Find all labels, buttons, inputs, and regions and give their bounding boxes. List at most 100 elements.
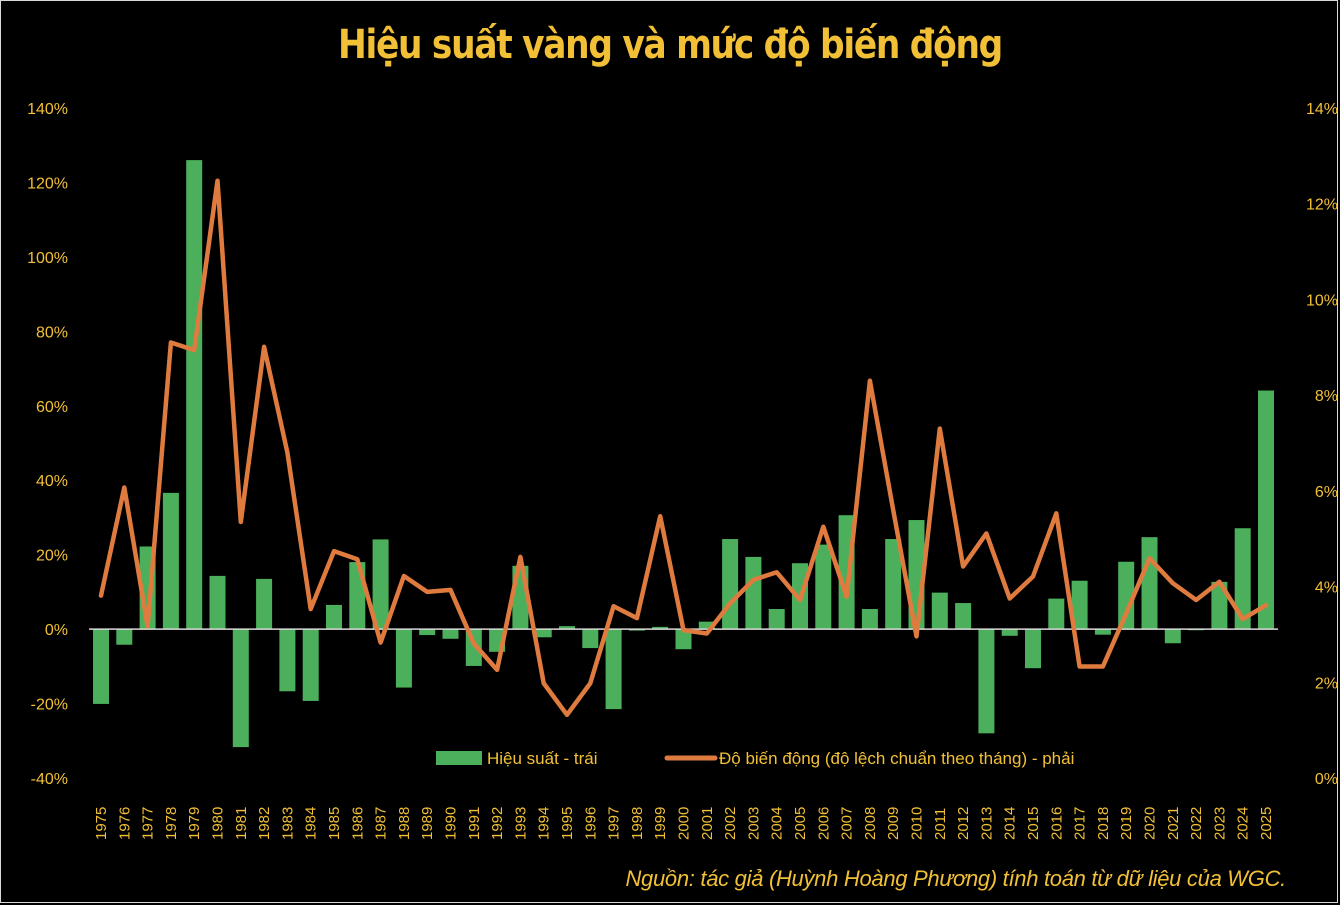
bar-1982 xyxy=(256,578,273,630)
performance-bars xyxy=(93,160,1274,748)
x-axis-label: 1992 xyxy=(489,807,506,840)
x-axis-label: 2015 xyxy=(1025,807,1042,840)
legend-bar-label: Hiệu suất - trái xyxy=(487,749,598,768)
x-axis-label: 1976 xyxy=(116,807,133,840)
x-axis-label: 2009 xyxy=(885,807,902,840)
left-axis-tick: 140% xyxy=(27,101,68,118)
right-axis-tick: 12% xyxy=(1306,197,1338,214)
bar-2017 xyxy=(1071,580,1088,630)
x-axis-label: 1984 xyxy=(303,807,320,840)
left-axis-tick: 100% xyxy=(27,250,68,267)
x-axis-label: 2016 xyxy=(1048,807,1065,840)
source-note: Nguồn: tác giả (Huỳnh Hoàng Phương) tính… xyxy=(625,866,1286,891)
x-axis-label: 1989 xyxy=(419,807,436,840)
bar-2008 xyxy=(861,609,878,630)
left-axis-tick: -40% xyxy=(31,771,68,788)
x-axis-label: 1998 xyxy=(629,807,646,840)
x-axis-label: 1985 xyxy=(326,807,343,840)
bar-2000 xyxy=(675,629,692,650)
x-axis-label: 2002 xyxy=(722,807,739,840)
left-axis-tick: 60% xyxy=(36,399,68,416)
x-axis-label: 1975 xyxy=(93,807,110,840)
legend-bar-swatch xyxy=(436,751,482,765)
x-axis-label: 1997 xyxy=(606,807,623,840)
x-axis-label: 2006 xyxy=(815,807,832,840)
x-axis-label: 1991 xyxy=(466,807,483,840)
x-axis-label: 1986 xyxy=(349,807,366,840)
x-axis-label: 2005 xyxy=(792,807,809,840)
right-axis-tick: 6% xyxy=(1315,484,1338,501)
right-axis-tick: 0% xyxy=(1315,771,1338,788)
x-axis-label: 2003 xyxy=(745,807,762,840)
x-axis-label: 2011 xyxy=(932,808,949,840)
bar-2001 xyxy=(698,621,715,630)
bar-1987 xyxy=(372,539,389,630)
x-axis-labels: 1975 1976 1977 1978 1979 1980 1981 1982 1983 1984… xyxy=(93,807,1275,840)
x-axis-label: 1995 xyxy=(559,807,576,840)
bar-1979 xyxy=(186,160,203,630)
x-axis-label: 1993 xyxy=(512,807,529,840)
volatility-line xyxy=(98,178,1269,718)
bar-2004 xyxy=(768,609,785,630)
chart-title: Hiệu suất vàng và mức độ biến động xyxy=(337,22,1003,68)
x-axis-label: 1980 xyxy=(210,807,227,840)
bar-1980 xyxy=(209,575,226,630)
bar-1999 xyxy=(652,626,669,630)
x-axis-label: 1979 xyxy=(186,807,203,840)
bar-2024 xyxy=(1234,528,1251,630)
left-axis-tick: 0% xyxy=(45,622,68,639)
x-axis-label: 1994 xyxy=(536,807,553,840)
bar-2023 xyxy=(1211,581,1228,630)
x-axis-label: 2017 xyxy=(1072,807,1089,840)
bar-1988 xyxy=(395,629,412,688)
x-axis-label: 1982 xyxy=(256,807,273,840)
x-axis-label: 1977 xyxy=(140,807,157,840)
left-axis-tick: 120% xyxy=(27,175,68,192)
x-axis-label: 2019 xyxy=(1118,807,1135,840)
x-axis-label: 1999 xyxy=(652,807,669,840)
x-axis-label: 2008 xyxy=(862,807,879,840)
bar-1983 xyxy=(279,629,296,692)
right-axis-tick: 4% xyxy=(1315,580,1338,597)
bar-2020 xyxy=(1141,537,1158,630)
left-y-axis: 140% 120% 100% 80% 60% 40% 20% 0% -20% -40% xyxy=(27,101,68,788)
bar-1984 xyxy=(302,629,319,701)
x-axis-label: 2004 xyxy=(769,807,786,840)
bar-1997 xyxy=(605,629,622,710)
bar-2025 xyxy=(1258,390,1274,630)
right-axis-tick: 8% xyxy=(1315,388,1338,405)
bar-2006 xyxy=(815,544,832,630)
bar-1989 xyxy=(419,629,436,636)
left-axis-tick: -20% xyxy=(31,697,68,714)
bar-2011 xyxy=(931,592,948,630)
bar-2012 xyxy=(955,603,972,630)
bar-1994 xyxy=(535,629,552,638)
bar-2018 xyxy=(1094,629,1111,635)
bar-1995 xyxy=(559,626,575,630)
bar-1981 xyxy=(232,629,249,748)
x-axis-label: 2000 xyxy=(676,807,693,840)
bar-2014 xyxy=(1001,629,1018,636)
x-axis-label: 1990 xyxy=(443,807,460,840)
left-axis-tick: 20% xyxy=(36,548,68,565)
legend: Hiệu suất - trái Độ biến động (độ lệch c… xyxy=(436,749,1074,768)
right-y-axis: 14% 12% 10% 8% 6% 4% 2% 0% xyxy=(1306,101,1338,788)
x-axis-label: 1996 xyxy=(582,807,599,840)
bar-2003 xyxy=(745,556,762,630)
bar-2019 xyxy=(1118,561,1135,630)
x-axis-label: 1983 xyxy=(279,807,296,840)
x-axis-label: 2014 xyxy=(1002,807,1019,840)
x-axis-label: 1981 xyxy=(233,807,250,840)
right-axis-tick: 2% xyxy=(1315,675,1338,692)
x-axis-label: 2023 xyxy=(1211,807,1228,840)
x-axis-label: 1988 xyxy=(396,807,413,840)
bar-2021 xyxy=(1164,629,1181,644)
bar-2009 xyxy=(885,539,902,630)
bar-2002 xyxy=(722,539,739,630)
x-axis-label: 2022 xyxy=(1188,807,1205,840)
right-axis-tick: 10% xyxy=(1306,292,1338,309)
bar-1996 xyxy=(582,629,599,649)
bar-1978 xyxy=(162,492,179,630)
